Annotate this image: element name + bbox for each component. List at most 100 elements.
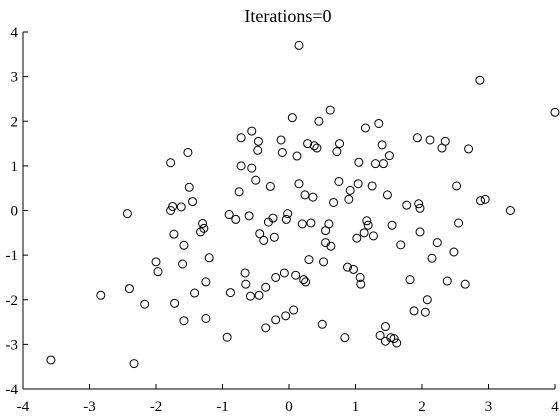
data-point: [199, 223, 209, 233]
data-point: [415, 203, 425, 213]
data-point: [291, 270, 301, 280]
x-tick-label: 1: [352, 399, 360, 415]
data-point: [261, 323, 271, 333]
data-point: [198, 218, 208, 228]
data-point: [409, 306, 419, 316]
x-tick-label: -3: [83, 399, 96, 415]
data-point: [236, 133, 246, 143]
data-point: [279, 268, 289, 278]
data-point: [380, 322, 390, 332]
data-point: [247, 163, 257, 173]
data-point: [306, 218, 316, 228]
data-point: [166, 158, 176, 168]
data-point: [325, 105, 335, 115]
data-point: [292, 151, 302, 161]
y-tick-label: 1: [11, 159, 19, 175]
data-point: [550, 107, 560, 117]
data-point: [442, 276, 452, 286]
data-point: [452, 181, 462, 191]
data-point: [412, 133, 422, 143]
data-point: [460, 279, 470, 289]
data-point: [349, 264, 359, 274]
data-point: [259, 235, 269, 245]
data-point: [420, 307, 430, 317]
data-point: [225, 288, 235, 298]
chart-title: Iterations=0: [244, 6, 331, 26]
data-point: [396, 240, 406, 250]
data-point: [363, 220, 373, 230]
data-point: [265, 181, 275, 191]
data-point: [294, 179, 304, 189]
data-point: [271, 315, 281, 325]
x-tick-label: 4: [551, 399, 559, 415]
data-point: [359, 228, 369, 238]
y-tick-label: 4: [11, 25, 19, 41]
data-point: [345, 185, 355, 195]
data-point: [332, 147, 342, 157]
y-tick-label: 2: [11, 114, 19, 130]
data-point: [405, 275, 415, 285]
data-point: [378, 159, 388, 169]
y-tick-label: -3: [6, 337, 19, 353]
data-point: [178, 259, 188, 269]
axes: [22, 32, 555, 390]
data-point: [183, 147, 193, 157]
data-point: [324, 219, 334, 229]
data-point: [179, 240, 189, 250]
data-point: [414, 199, 424, 209]
data-point: [283, 209, 293, 219]
data-point: [170, 298, 180, 308]
data-point: [169, 229, 179, 239]
data-point: [354, 157, 364, 167]
data-point: [334, 176, 344, 186]
data-point: [240, 268, 250, 278]
data-point: [387, 220, 397, 230]
data-point: [297, 219, 307, 229]
data-point: [241, 279, 251, 289]
data-point: [308, 192, 318, 202]
y-tick-label: -4: [6, 382, 19, 398]
y-tick-label: 0: [11, 204, 19, 220]
data-point: [370, 159, 380, 169]
data-point: [231, 214, 241, 224]
y-tick-label: 3: [11, 70, 19, 86]
data-point: [129, 359, 139, 369]
data-point: [253, 145, 263, 155]
data-point: [368, 231, 378, 241]
data-point: [356, 279, 366, 289]
data-point: [480, 194, 490, 204]
data-point: [402, 200, 412, 210]
x-tick-label: -4: [17, 399, 30, 415]
data-point: [374, 118, 384, 128]
data-point: [255, 229, 265, 239]
data-point: [353, 179, 363, 189]
data-point: [224, 210, 234, 220]
data-point: [234, 187, 244, 197]
data-point: [309, 141, 319, 151]
data-point: [122, 209, 132, 219]
data-point: [247, 126, 257, 136]
data-point: [140, 299, 150, 309]
data-point: [392, 338, 402, 348]
x-tick-label: -2: [150, 399, 163, 415]
data-point: [335, 139, 345, 149]
data-point: [153, 267, 163, 277]
data-point: [415, 227, 425, 237]
data-point: [389, 334, 399, 344]
data-point: [289, 305, 299, 315]
data-point: [476, 196, 486, 206]
data-point: [254, 290, 264, 300]
y-tick-label: -2: [6, 293, 19, 309]
data-point: [440, 136, 450, 146]
data-point: [329, 197, 339, 207]
data-point: [124, 284, 134, 294]
data-point: [386, 333, 396, 343]
data-point: [253, 136, 263, 146]
y-tick-label: -1: [6, 248, 19, 264]
data-point: [188, 197, 198, 207]
ticks: -4 -3 -2 -1 0 1 2 3 4 -4 -3 -2 -1 0 1 2 3 4: [6, 25, 560, 415]
data-point: [432, 238, 442, 248]
data-point: [427, 253, 437, 263]
data-point: [355, 272, 365, 282]
